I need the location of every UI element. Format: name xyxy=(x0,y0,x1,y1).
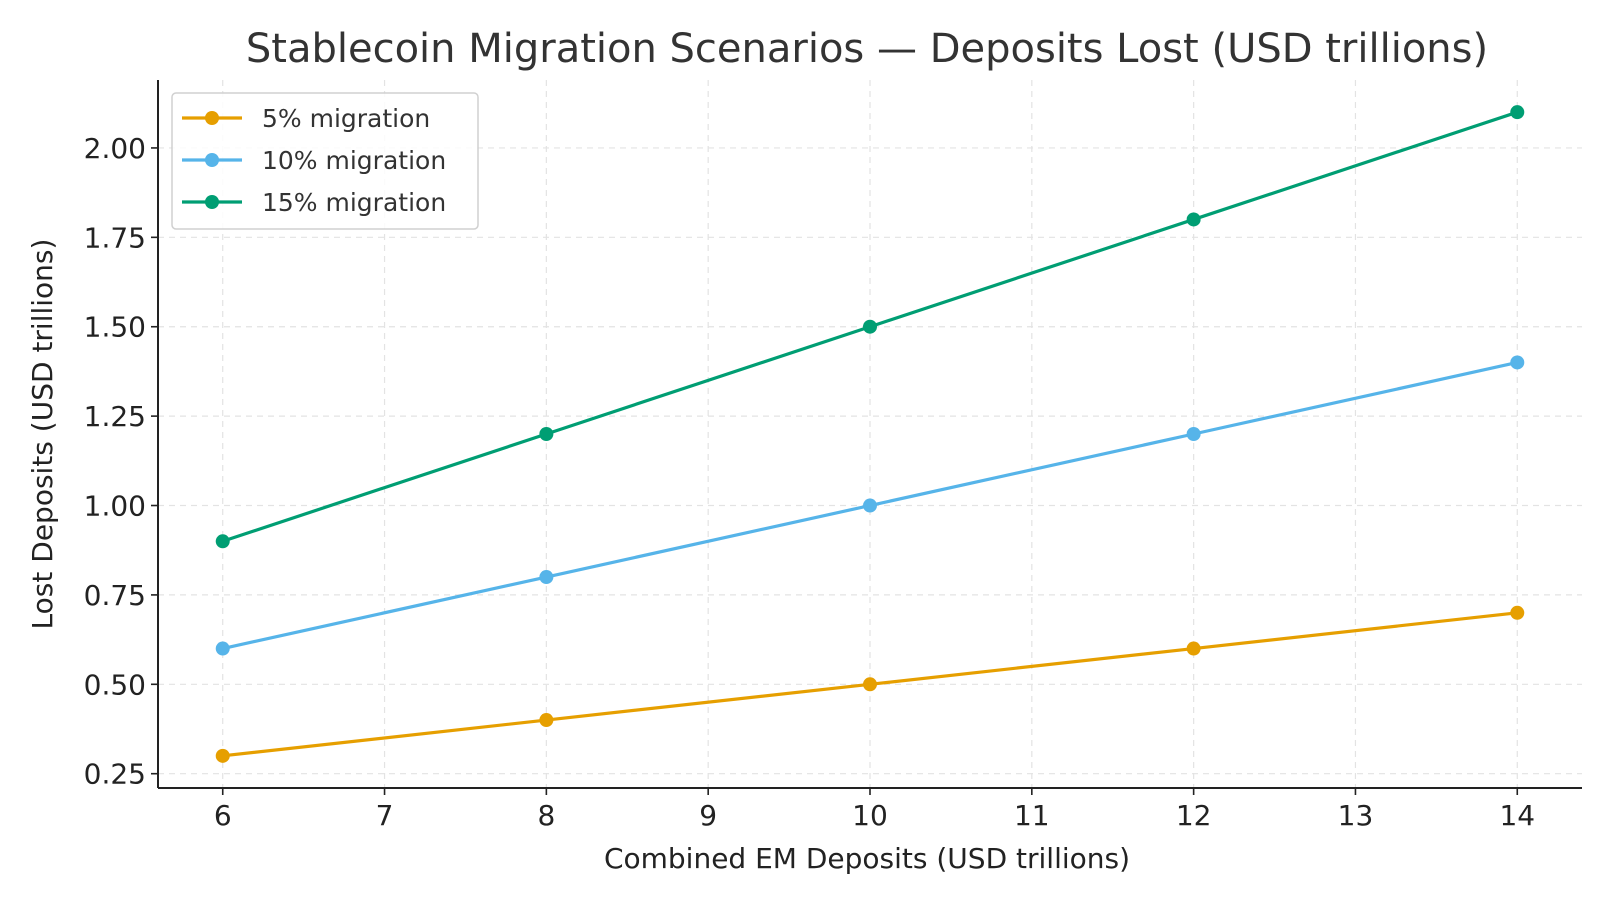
x-tick-label: 8 xyxy=(537,799,555,832)
x-tick-label: 10 xyxy=(852,799,888,832)
data-point xyxy=(1186,641,1201,656)
legend-swatch-marker xyxy=(205,195,219,209)
legend-label: 10% migration xyxy=(262,146,446,175)
legend: 5% migration 10% migration 15% migration xyxy=(171,92,479,230)
data-point xyxy=(1510,355,1525,370)
legend-item: 5% migration xyxy=(182,104,430,133)
series-1 xyxy=(215,605,1525,763)
y-tick-label: 0.75 xyxy=(84,579,146,612)
legend-label: 15% migration xyxy=(262,188,446,217)
x-tick-label: 12 xyxy=(1176,799,1212,832)
data-point xyxy=(1186,212,1201,227)
y-tick-label: 0.50 xyxy=(84,668,146,701)
x-tick-label: 14 xyxy=(1499,799,1535,832)
x-tick-label: 13 xyxy=(1338,799,1374,832)
chart-title: Stablecoin Migration Scenarios — Deposit… xyxy=(246,26,1488,72)
legend-item: 15% migration xyxy=(182,188,446,217)
data-point xyxy=(539,427,554,441)
y-tick-label: 1.50 xyxy=(84,311,146,344)
y-tick-label: 2.00 xyxy=(84,132,146,165)
y-axis-ticks: 0.25 0.50 0.75 1.00 1.25 1.50 1.75 2.00 xyxy=(84,132,158,791)
x-tick-label: 9 xyxy=(699,799,717,832)
series-3 xyxy=(215,105,1525,549)
y-tick-label: 1.25 xyxy=(84,400,146,433)
legend-box xyxy=(171,92,479,230)
data-point xyxy=(1510,605,1525,620)
x-axis-title: Combined EM Deposits (USD trillions) xyxy=(604,842,1130,875)
y-axis-title: Lost Deposits (USD trillions) xyxy=(26,239,59,630)
series-lines xyxy=(215,105,1525,763)
data-point xyxy=(215,534,230,549)
data-point xyxy=(539,713,554,728)
series-2 xyxy=(215,355,1525,656)
y-tick-label: 1.75 xyxy=(84,221,146,254)
legend-item: 10% migration xyxy=(182,146,446,175)
y-tick-label: 1.00 xyxy=(84,490,146,523)
x-tick-label: 6 xyxy=(214,799,232,832)
data-point xyxy=(863,498,877,513)
data-point xyxy=(863,319,877,334)
x-tick-label: 7 xyxy=(376,799,394,832)
data-point xyxy=(215,748,230,763)
data-point xyxy=(863,677,877,692)
legend-swatch-marker xyxy=(205,111,219,125)
data-point xyxy=(1510,105,1525,120)
x-tick-label: 11 xyxy=(1014,799,1050,832)
legend-label: 5% migration xyxy=(262,104,430,133)
y-tick-label: 0.25 xyxy=(84,758,146,791)
legend-swatch-marker xyxy=(205,153,219,167)
data-point xyxy=(215,641,230,656)
data-point xyxy=(1186,427,1201,441)
data-point xyxy=(539,570,554,585)
x-axis-ticks: 6 7 8 9 10 11 12 13 14 xyxy=(214,788,1535,832)
